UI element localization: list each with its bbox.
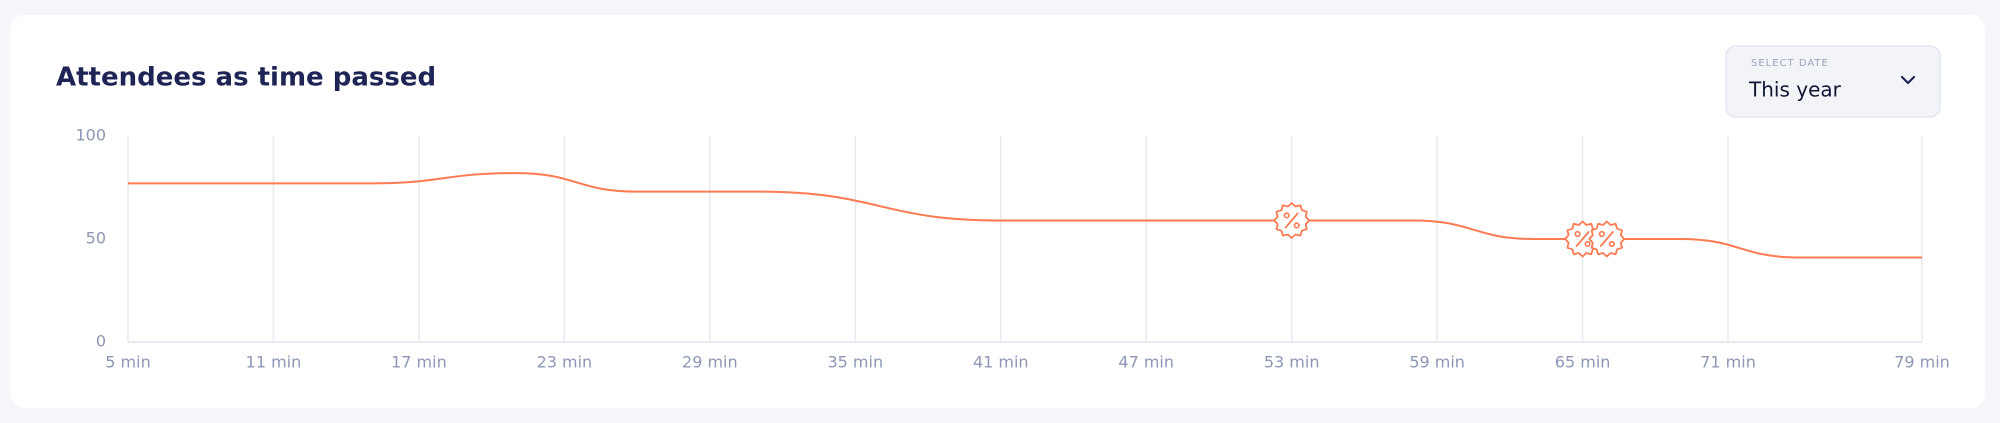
select-box[interactable] <box>1725 45 1941 118</box>
x-tick-label: 17 min <box>391 353 447 372</box>
percent-dot <box>1598 230 1605 238</box>
percent-dot <box>1584 240 1591 248</box>
select-label: SELECT DATE <box>1751 58 1829 69</box>
x-tick-label: 5 min <box>105 353 150 372</box>
card <box>10 15 1985 408</box>
x-tick-label: 23 min <box>537 353 593 372</box>
line <box>128 172 1922 259</box>
x-tick-label: 53 min <box>1264 353 1320 372</box>
percent-slash <box>1575 231 1590 247</box>
y-tick-label: 0 <box>96 332 106 351</box>
percent-slash <box>1599 231 1614 247</box>
x-tick-label: 71 min <box>1700 353 1756 372</box>
x-tick-label: 35 min <box>827 353 883 372</box>
discount-marker <box>1588 220 1626 258</box>
x-tick-label: 11 min <box>246 353 302 372</box>
y-tick-label: 100 <box>75 126 106 145</box>
y-tick-label: 50 <box>86 229 106 248</box>
date-select[interactable]: SELECT DATE This year <box>1725 45 1941 118</box>
x-tick-label: 65 min <box>1555 353 1611 372</box>
percent-dot <box>1608 240 1615 248</box>
discount-marker <box>1273 202 1311 239</box>
x-tick-label: 41 min <box>973 353 1029 372</box>
chart-title: Attendees as time passed <box>56 63 436 93</box>
x-tick-label: 47 min <box>1118 353 1174 372</box>
select-value: This year <box>1748 78 1842 102</box>
percent-dot <box>1283 212 1290 219</box>
chevron-icon <box>1900 75 1916 85</box>
percent-slash <box>1284 212 1299 229</box>
x-tick-label: 59 min <box>1409 353 1465 372</box>
percent-dot <box>1574 230 1581 238</box>
x-tick-label: 29 min <box>682 353 738 372</box>
percent-dot <box>1293 222 1300 229</box>
x-tick-label: 79 min <box>1894 353 1950 372</box>
